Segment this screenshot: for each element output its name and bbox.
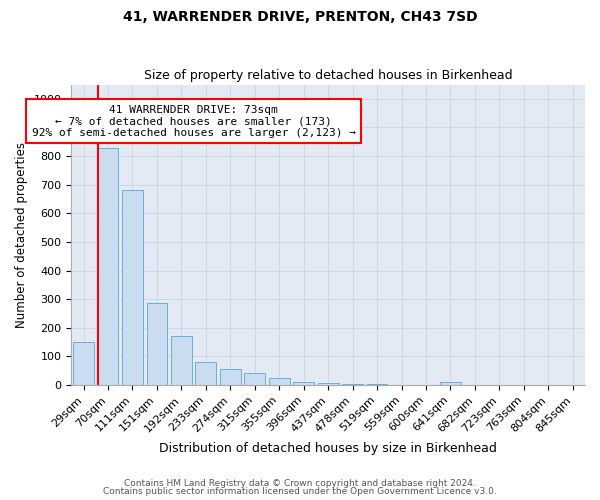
Bar	[269, 378, 290, 385]
Bar	[196, 362, 216, 385]
Bar	[367, 384, 388, 385]
Title: Size of property relative to detached houses in Birkenhead: Size of property relative to detached ho…	[144, 69, 512, 82]
Bar	[342, 384, 363, 385]
Bar	[244, 372, 265, 385]
Text: 41 WARRENDER DRIVE: 73sqm
← 7% of detached houses are smaller (173)
92% of semi-: 41 WARRENDER DRIVE: 73sqm ← 7% of detach…	[32, 104, 356, 138]
Bar	[98, 148, 118, 385]
Bar	[146, 304, 167, 385]
Bar	[293, 382, 314, 385]
Bar	[171, 336, 192, 385]
Bar	[318, 383, 338, 385]
X-axis label: Distribution of detached houses by size in Birkenhead: Distribution of detached houses by size …	[159, 442, 497, 455]
Y-axis label: Number of detached properties: Number of detached properties	[15, 142, 28, 328]
Text: 41, WARRENDER DRIVE, PRENTON, CH43 7SD: 41, WARRENDER DRIVE, PRENTON, CH43 7SD	[122, 10, 478, 24]
Bar	[220, 368, 241, 385]
Text: Contains HM Land Registry data © Crown copyright and database right 2024.: Contains HM Land Registry data © Crown c…	[124, 478, 476, 488]
Text: Contains public sector information licensed under the Open Government Licence v3: Contains public sector information licen…	[103, 487, 497, 496]
Bar	[122, 190, 143, 385]
Bar	[440, 382, 461, 385]
Bar	[73, 342, 94, 385]
